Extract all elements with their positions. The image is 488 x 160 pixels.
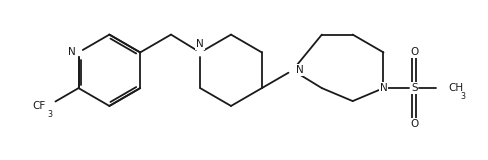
Text: N: N bbox=[67, 47, 75, 57]
Text: CH: CH bbox=[448, 83, 464, 93]
Text: CF: CF bbox=[33, 101, 46, 111]
Text: O: O bbox=[410, 47, 418, 57]
Text: CH: CH bbox=[448, 83, 464, 93]
Text: 3: 3 bbox=[47, 110, 52, 119]
Text: N: N bbox=[196, 39, 204, 49]
Text: O: O bbox=[410, 119, 418, 129]
Text: CF: CF bbox=[33, 101, 46, 111]
Text: S: S bbox=[411, 83, 418, 93]
Text: N: N bbox=[380, 83, 387, 93]
Text: N: N bbox=[296, 65, 304, 75]
Text: 3: 3 bbox=[461, 92, 466, 101]
